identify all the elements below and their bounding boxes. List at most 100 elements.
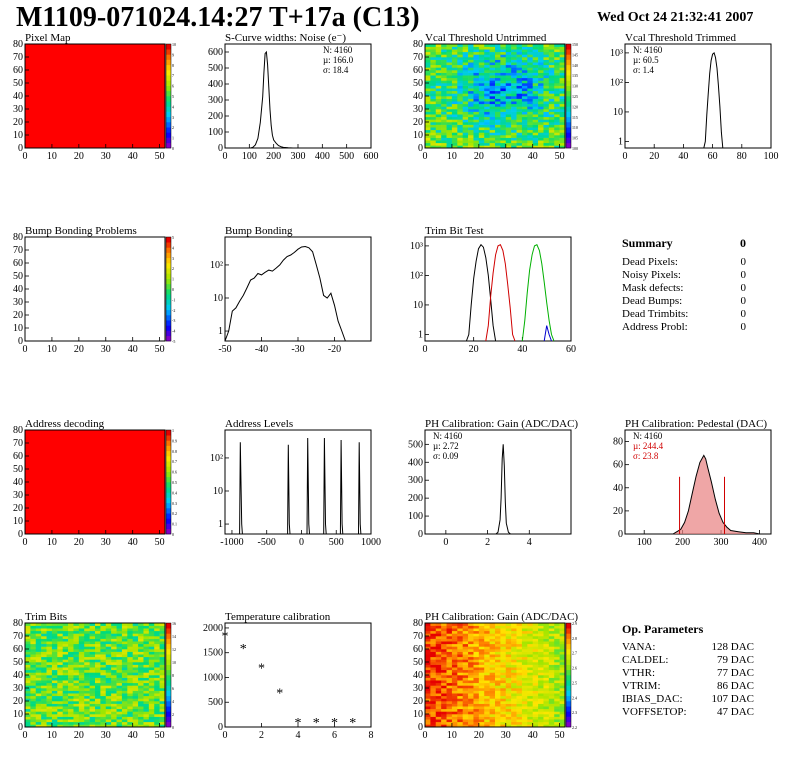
heatmap-cell: [484, 636, 490, 639]
heatmap-cell: [489, 664, 496, 668]
heatmap-cell: [46, 651, 53, 655]
heatmap-cell: [495, 667, 501, 671]
heatmap-cell: [116, 719, 123, 723]
heatmap-cell: [430, 701, 437, 704]
heatmap-cell: [495, 630, 501, 634]
heatmap-cell: [521, 129, 528, 133]
colorbar-segment: [166, 142, 171, 149]
heatmap-cell: [468, 649, 474, 652]
heatmap-cell: [154, 695, 160, 699]
heatmap-cell: [35, 646, 42, 650]
heatmap-cell: [441, 680, 447, 684]
heatmap-cell: [548, 59, 555, 63]
colorbar-segment: [166, 518, 171, 524]
heatmap-cell: [516, 701, 523, 704]
heatmap-cell: [500, 690, 507, 694]
heatmap-cell: [538, 682, 544, 686]
heatmap-cell: [495, 636, 501, 639]
heatmap-cell: [511, 72, 517, 76]
scatter-point: *: [331, 716, 338, 731]
heatmap-cell: [435, 636, 442, 639]
heatmap-cell: [521, 649, 528, 652]
heatmap-cell: [95, 656, 101, 660]
heatmap-cell: [495, 698, 501, 702]
heatmap-cell: [132, 685, 139, 689]
colorbar-tick-label: -1: [172, 297, 175, 302]
heatmap-cell: [451, 714, 458, 717]
heatmap-cell: [78, 672, 85, 676]
heatmap-cell: [100, 633, 107, 637]
heatmap-cell: [500, 140, 507, 144]
heatmap-cell: [30, 664, 37, 668]
heatmap-cell: [478, 675, 485, 678]
heatmap-cell: [543, 662, 550, 665]
heatmap-cell: [425, 83, 431, 86]
heatmap-cell: [62, 654, 69, 658]
heatmap-cell: [430, 127, 437, 131]
heatmap-cell: [127, 698, 133, 702]
heatmap-cell: [516, 680, 523, 684]
heatmap-cell: [457, 70, 463, 73]
heatmap-cell: [495, 701, 501, 704]
heatmap-cell: [51, 708, 58, 712]
heatmap-cell: [111, 646, 117, 650]
heatmap-cell: [46, 695, 53, 699]
heatmap-cell: [468, 88, 474, 92]
heatmap-cell: [57, 643, 63, 647]
heatmap-cell: [554, 111, 560, 115]
heatmap-cell: [73, 672, 80, 676]
heatmap-cell: [511, 693, 517, 697]
heatmap-cell: [484, 44, 490, 47]
heatmap-cell: [559, 145, 566, 149]
heatmap-cell: [30, 641, 37, 645]
heatmap-cell: [478, 716, 485, 720]
heatmap-cell: [457, 685, 463, 689]
heatmap-cell: [46, 711, 53, 715]
heatmap-cell: [116, 664, 123, 668]
heatmap-cell: [516, 111, 523, 115]
heatmap-cell: [559, 127, 566, 131]
heatmap-cell: [138, 719, 144, 723]
colorbar-segment: [166, 476, 171, 483]
heatmap-cell: [430, 669, 437, 673]
y-tick-label: 50: [13, 271, 23, 282]
heatmap-cell: [84, 654, 90, 658]
heatmap-cell: [46, 628, 53, 632]
colorbar-segment: [566, 132, 571, 138]
heatmap-cell: [511, 636, 517, 639]
heatmap-cell: [154, 685, 160, 689]
x-tick-label: 40: [128, 344, 138, 355]
heatmap-cell: [51, 638, 58, 642]
heatmap-cell: [435, 714, 442, 717]
heatmap-cell: [538, 641, 544, 645]
heatmap-cell: [451, 698, 458, 702]
heatmap-cell: [462, 643, 469, 647]
heatmap-cell: [441, 716, 447, 720]
heatmap-cell: [441, 669, 447, 673]
heatmap-cell: [111, 669, 117, 673]
heatmap-cell: [511, 682, 517, 686]
colorbar-tick-label: 0.1: [172, 522, 177, 527]
heatmap-cell: [95, 682, 101, 686]
heatmap-cell: [35, 630, 42, 634]
heatmap-cell: [478, 93, 485, 97]
heatmap-cell: [478, 46, 485, 50]
heatmap-cell: [473, 623, 480, 626]
heatmap-cell: [559, 682, 566, 686]
heatmap-cell: [462, 116, 469, 120]
heatmap-cell: [505, 682, 512, 686]
heatmap-cell: [78, 636, 85, 639]
heatmap-cell: [425, 721, 431, 725]
heatmap-cell: [484, 698, 490, 702]
heatmap-cell: [489, 651, 496, 655]
y-tick-label: 20: [613, 506, 623, 517]
heatmap-cell: [441, 44, 447, 47]
heatmap-cell: [116, 669, 123, 673]
heatmap-cell: [105, 685, 112, 689]
heatmap-cell: [73, 625, 80, 629]
heatmap-cell: [559, 662, 566, 665]
heatmap-cell: [538, 719, 544, 723]
heatmap-cell: [516, 667, 523, 671]
heatmap-cell: [84, 662, 90, 665]
heatmap-cell: [143, 656, 150, 660]
